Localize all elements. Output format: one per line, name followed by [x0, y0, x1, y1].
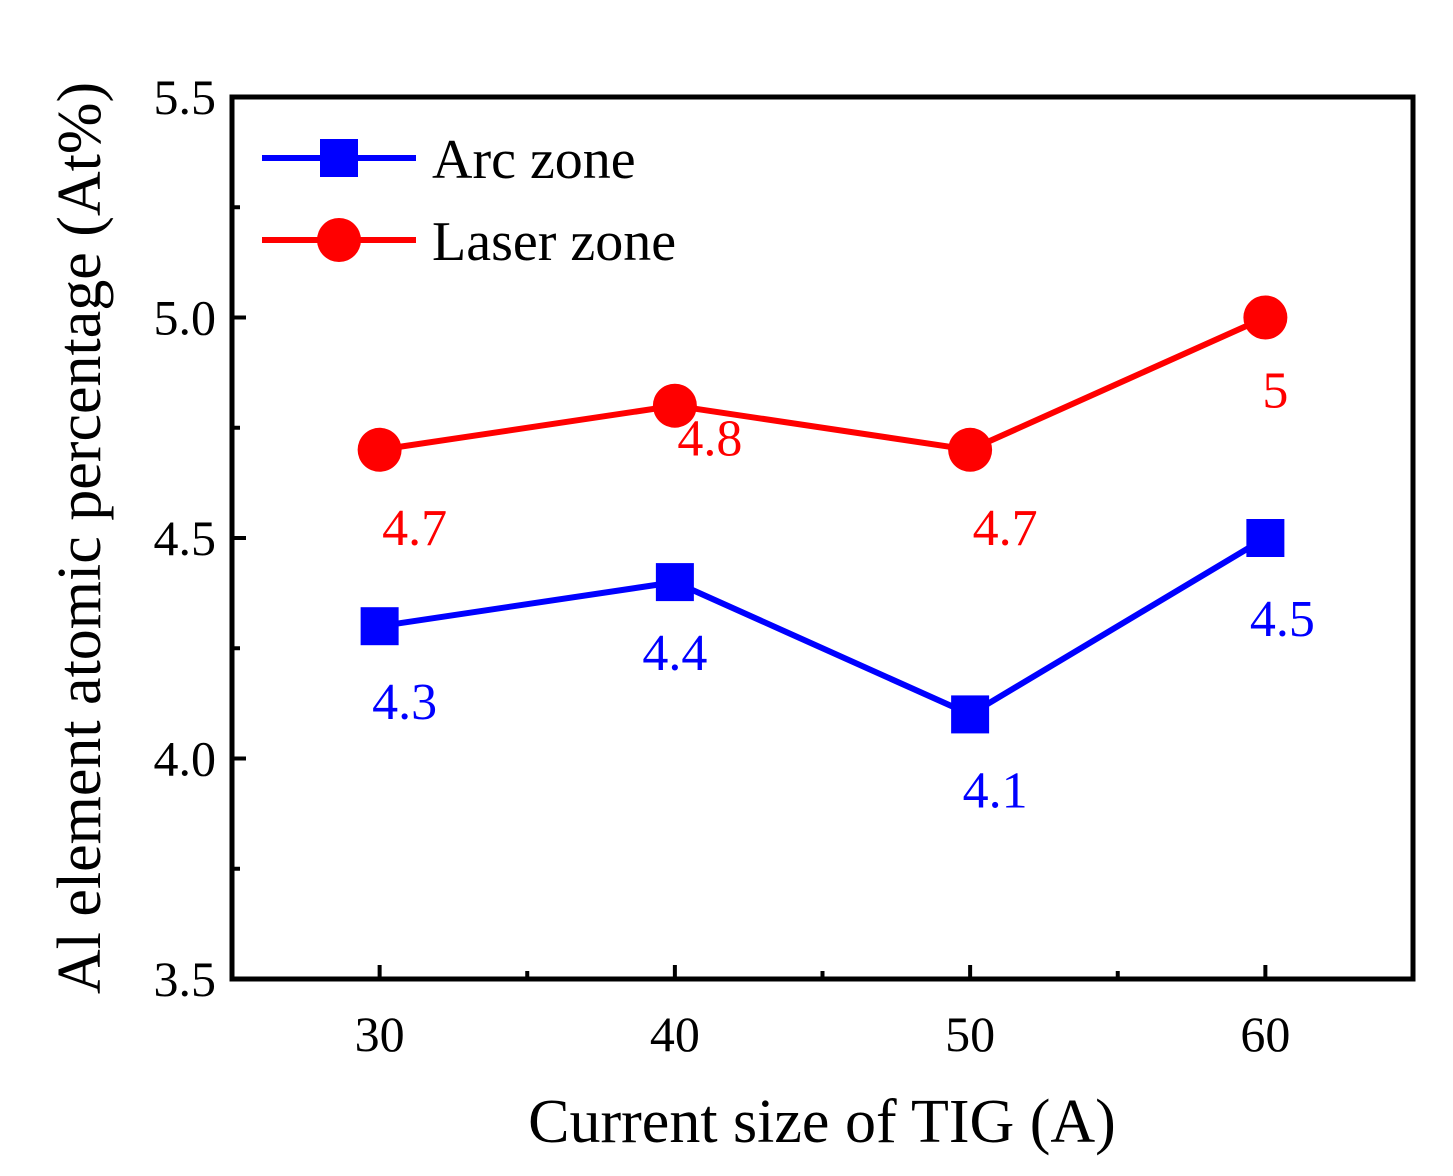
y-tick-label: 4.5 — [154, 510, 217, 566]
series-marker-circle — [1243, 295, 1288, 340]
data-label: 4.3 — [372, 674, 437, 731]
y-tick-label: 4.0 — [154, 731, 217, 787]
series-marker-square — [655, 563, 694, 602]
data-label: 5 — [1262, 363, 1288, 420]
y-tick-label: 3.5 — [154, 951, 217, 1007]
legend-label: Arc zone — [432, 129, 636, 191]
series-marker-circle — [357, 427, 402, 472]
x-tick-label: 60 — [1240, 1006, 1290, 1062]
y-axis-title: Al element atomic percentage (At%) — [46, 82, 114, 994]
data-label: 4.5 — [1250, 591, 1315, 648]
axis-ticks — [232, 95, 1268, 981]
series-marker-circle — [652, 383, 697, 428]
series-markers — [357, 295, 1288, 734]
legend-marker-circle — [317, 218, 361, 262]
series-line — [379, 314, 1267, 453]
legend-marker-square — [320, 139, 358, 177]
data-label: 4.4 — [642, 625, 707, 682]
y-tick-label: 5.0 — [154, 290, 217, 346]
series-marker-square — [951, 695, 990, 734]
series-lines — [379, 314, 1267, 718]
x-tick-label: 50 — [945, 1006, 995, 1062]
legend-label: Laser zone — [432, 211, 676, 273]
data-labels: 4.3 4.4 4.1 4.5 4.7 4.8 4.7 5 — [372, 363, 1315, 820]
data-label: 4.1 — [963, 762, 1028, 819]
data-label: 4.7 — [973, 500, 1038, 557]
x-axis-title: Current size of TIG (A) — [528, 1088, 1116, 1156]
x-tick-label: 40 — [650, 1006, 700, 1062]
legend: Arc zone Laser zone — [262, 129, 676, 273]
series-marker-square — [1246, 519, 1285, 557]
x-tick-labels: 30 40 50 60 — [355, 1006, 1291, 1062]
data-label: 4.7 — [382, 500, 447, 557]
x-tick-label: 30 — [355, 1006, 405, 1062]
data-label: 4.8 — [677, 411, 742, 468]
y-tick-label: 5.5 — [154, 69, 217, 125]
series-line — [379, 535, 1267, 718]
series-marker-square — [360, 607, 399, 646]
series-marker-circle — [948, 427, 993, 472]
y-tick-labels: 3.5 4.0 4.5 5.0 5.5 — [154, 69, 217, 1007]
